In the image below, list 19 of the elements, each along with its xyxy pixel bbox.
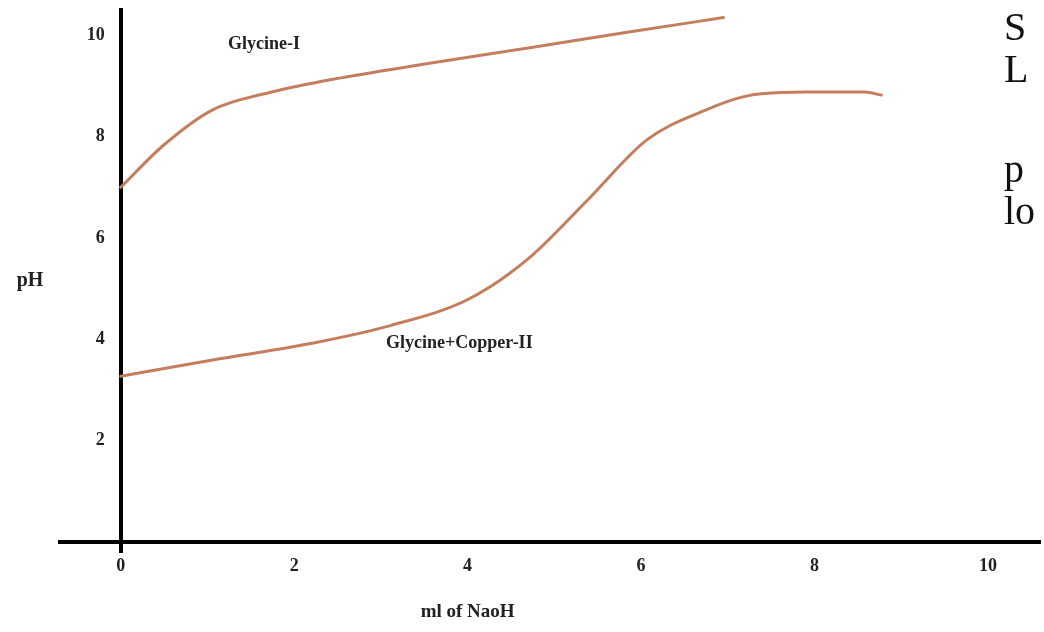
x-tick-label: 6 <box>636 555 646 576</box>
line-series <box>119 16 725 189</box>
x-tick-label: 2 <box>289 555 299 576</box>
y-tick-label: 10 <box>86 23 105 44</box>
y-axis-title: pH <box>16 268 44 292</box>
y-tick-label: 4 <box>95 327 105 348</box>
y-tick-label: 8 <box>95 125 105 146</box>
series-label: Glycine-I <box>228 33 301 54</box>
x-tick-label: 0 <box>116 555 126 576</box>
y-tick-label: 6 <box>95 226 105 247</box>
annotation: S <box>1004 4 1028 49</box>
x-tick-label: 4 <box>463 555 473 576</box>
y-tick-label: 2 <box>95 429 105 450</box>
series-label: Glycine+Copper-II <box>386 332 533 353</box>
annotation: L <box>1004 46 1030 91</box>
line-series <box>119 90 883 378</box>
x-tick-label: 10 <box>978 555 997 576</box>
x-axis-title: ml of NaoH <box>420 599 515 621</box>
x-tick-label: 8 <box>810 555 820 576</box>
